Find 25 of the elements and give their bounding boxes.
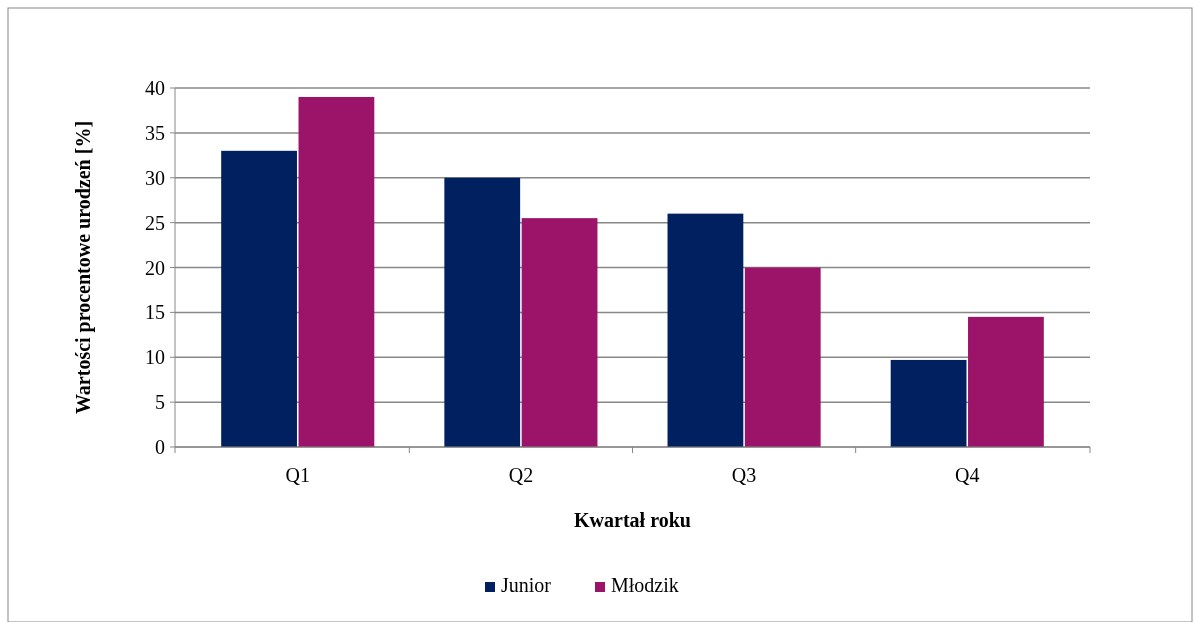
bar: [221, 150, 297, 447]
bar: [667, 213, 744, 447]
legend-label: Junior: [501, 574, 552, 596]
y-tick-label: 35: [145, 121, 165, 144]
x-tick-label: Q3: [731, 464, 757, 486]
bar: [298, 96, 375, 447]
y-tick-label: 40: [145, 77, 165, 99]
legend-label: Młodzik: [611, 574, 679, 596]
y-tick-label: 0: [155, 436, 165, 458]
bar: [744, 267, 821, 447]
y-tick-label: 15: [145, 301, 165, 324]
bar: [521, 218, 598, 447]
x-tick-label: Q2: [508, 464, 534, 486]
y-tick-label: 10: [145, 346, 165, 369]
x-axis-title: Kwartał roku: [574, 509, 691, 531]
x-tick-label: Q1: [285, 464, 310, 486]
x-tick-label: Q4: [955, 464, 980, 486]
y-tick-label: 5: [155, 391, 165, 414]
y-tick-label: 20: [145, 256, 165, 279]
y-tick-label: 30: [145, 166, 165, 189]
bar: [968, 316, 1044, 447]
bar: [890, 359, 967, 447]
y-axis-title: Wartości procentowe urodzeń [%]: [72, 120, 95, 415]
bar: [444, 177, 521, 447]
y-tick-label: 25: [145, 211, 165, 234]
